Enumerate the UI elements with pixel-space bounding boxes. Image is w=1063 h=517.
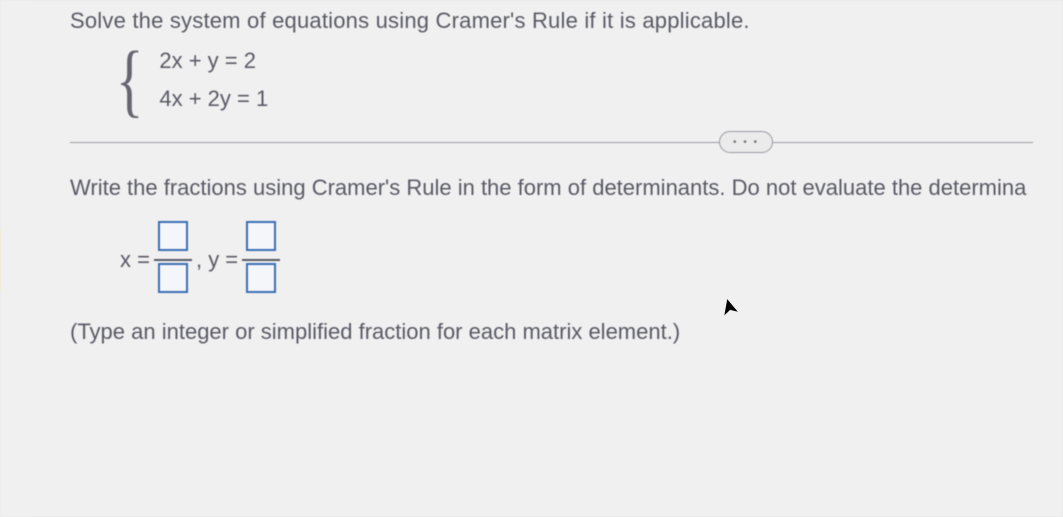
divider-line bbox=[70, 142, 1033, 143]
equation-2: 4x + 2y = 1 bbox=[159, 86, 268, 112]
equations: 2x + y = 2 4x + 2y = 1 bbox=[159, 48, 268, 112]
expand-pill[interactable]: • • • bbox=[719, 131, 773, 153]
y-numerator-input[interactable] bbox=[246, 221, 276, 251]
divider-row: • • • bbox=[70, 142, 1033, 143]
expand-dots: • • • bbox=[733, 137, 759, 148]
question-prompt: Solve the system of equations using Cram… bbox=[70, 8, 1033, 34]
x-equals-label: x = bbox=[120, 247, 150, 273]
y-equals-label: , y = bbox=[196, 247, 238, 273]
equation-1: 2x + y = 2 bbox=[159, 48, 268, 74]
equation-system: { 2x + y = 2 4x + 2y = 1 bbox=[110, 48, 1033, 112]
y-fraction bbox=[242, 219, 280, 301]
sub-prompt: Write the fractions using Cramer's Rule … bbox=[70, 175, 1033, 201]
x-numerator-input[interactable] bbox=[158, 221, 188, 251]
question-panel: Solve the system of equations using Cram… bbox=[0, 0, 1063, 517]
x-fraction bbox=[154, 219, 192, 301]
y-denominator-input[interactable] bbox=[246, 263, 276, 293]
left-brace: { bbox=[116, 50, 144, 110]
input-hint: (Type an integer or simplified fraction … bbox=[70, 319, 1033, 345]
answer-row: x = , y = bbox=[120, 219, 1033, 301]
x-denominator-input[interactable] bbox=[158, 263, 188, 293]
